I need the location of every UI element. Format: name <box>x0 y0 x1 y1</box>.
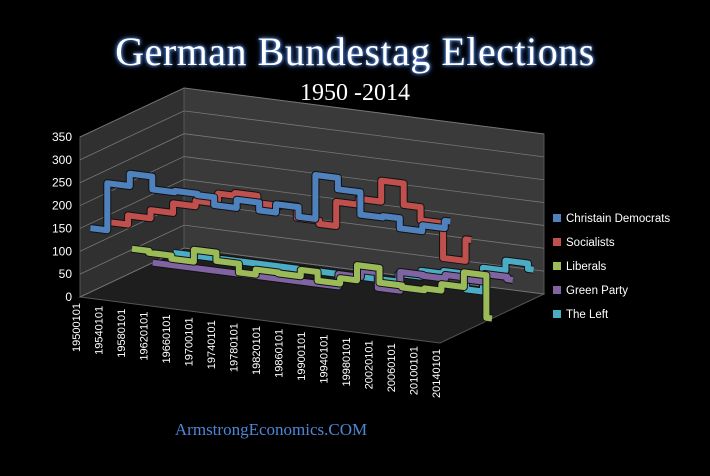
legend-label: Green Party <box>566 285 628 297</box>
x-tick-label: 19540101 <box>94 306 106 355</box>
gridline <box>79 87 545 138</box>
x-tick-label: 19660101 <box>161 315 173 364</box>
x-tick-label: 19740101 <box>206 320 218 369</box>
x-tick-label: 20060101 <box>386 343 398 392</box>
y-tick-label: 50 <box>59 267 73 281</box>
x-tick-label: 20140101 <box>431 349 443 398</box>
y-tick-label: 150 <box>52 221 72 235</box>
gridline <box>79 133 545 184</box>
legend-swatch <box>553 262 561 270</box>
legend-swatch <box>553 238 561 246</box>
x-tick-label: 19860101 <box>274 329 286 378</box>
x-tick-label: 19980101 <box>341 338 353 387</box>
series-christain-democrats <box>89 169 451 236</box>
chart-subtitle: 1950 -2014 <box>300 80 410 106</box>
legend-swatch <box>553 310 561 318</box>
legend-swatch <box>553 286 561 294</box>
series-line <box>131 245 493 322</box>
gridline <box>79 156 545 206</box>
y-tick-label: 350 <box>52 130 72 144</box>
series-liberals <box>131 244 493 323</box>
x-tick-label: 20100101 <box>409 346 421 395</box>
x-tick-label: 19580101 <box>116 309 128 358</box>
gridline <box>79 110 545 161</box>
legend-label: Christain Democrats <box>566 213 670 225</box>
gridline <box>79 224 545 275</box>
legend-label: Socialists <box>566 237 615 249</box>
footer-watermark: ArmstrongEconomics.COM <box>174 420 368 439</box>
x-tick-label: 19820101 <box>251 326 263 375</box>
y-tick-label: 100 <box>52 244 72 258</box>
x-tick-label: 19500101 <box>71 303 83 352</box>
y-tick-label: 300 <box>52 153 72 167</box>
legend-swatch <box>553 214 561 222</box>
y-tick-label: 0 <box>65 290 72 304</box>
legend-label: Liberals <box>566 261 607 273</box>
x-tick-label: 20020101 <box>364 340 376 389</box>
chart-title: German Bundestag Elections <box>115 29 595 74</box>
legend-label: The Left <box>566 309 609 321</box>
series-line <box>90 170 451 235</box>
x-tick-label: 19700101 <box>184 317 196 366</box>
x-tick-label: 19900101 <box>296 332 308 381</box>
y-tick-label: 200 <box>52 199 72 213</box>
x-tick-label: 19620101 <box>139 312 151 361</box>
y-tick-label: 250 <box>52 176 72 190</box>
x-tick-label: 19940101 <box>319 335 331 384</box>
x-tick-label: 19780101 <box>229 323 241 372</box>
